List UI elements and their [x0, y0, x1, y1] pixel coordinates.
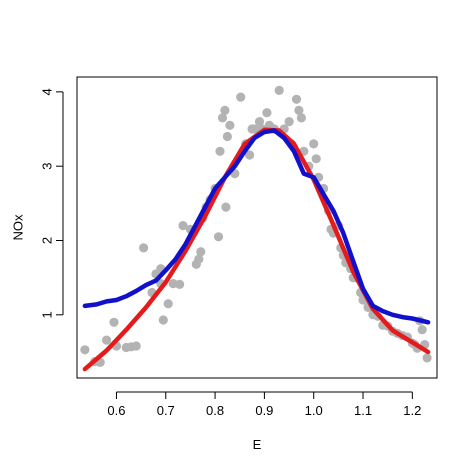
y-tick-label: 3	[40, 163, 55, 170]
data-point	[245, 150, 255, 160]
data-point	[131, 341, 141, 351]
data-point	[175, 279, 185, 289]
data-point	[215, 146, 225, 156]
y-axis: 1 2 3 4	[40, 88, 64, 318]
data-point	[274, 85, 284, 95]
data-point	[220, 105, 230, 115]
data-point	[249, 124, 260, 134]
x-axis-title: E	[253, 437, 262, 452]
plot-frame	[76, 76, 438, 379]
x-tick-label: 1.0	[305, 403, 323, 418]
data-point	[294, 105, 304, 115]
y-tick-label: 4	[40, 88, 55, 95]
data-point	[284, 117, 294, 127]
data-point	[291, 94, 302, 104]
y-tick-label: 2	[40, 237, 55, 244]
data-point	[158, 315, 168, 325]
data-point	[296, 113, 306, 123]
data-point	[221, 202, 231, 212]
data-point	[254, 117, 265, 127]
data-point	[194, 254, 204, 264]
data-point	[163, 299, 173, 309]
data-point	[262, 108, 272, 118]
x-tick-label: 1.2	[403, 403, 421, 418]
data-point	[236, 92, 246, 102]
x-tick-label: 0.6	[107, 403, 125, 418]
blue-fit-line	[82, 128, 431, 325]
data-point	[213, 232, 224, 242]
x-tick-label: 0.8	[206, 403, 224, 418]
x-tick-label: 0.9	[255, 403, 273, 418]
data-point	[225, 120, 235, 130]
data-point	[80, 345, 90, 355]
y-tick-label: 1	[40, 311, 55, 318]
red-fit-line	[82, 127, 431, 372]
data-point	[196, 247, 206, 257]
data-point	[109, 317, 119, 327]
x-tick-label: 0.7	[157, 403, 175, 418]
data-point	[102, 335, 112, 345]
fit-lines	[82, 127, 431, 372]
x-axis: 0.6 0.7 0.8 0.9 1.0 1.1 1.2	[107, 391, 421, 418]
data-point	[417, 325, 427, 335]
data-point	[422, 353, 432, 363]
x-tick-label: 1.1	[354, 403, 372, 418]
data-point	[311, 154, 321, 164]
data-point	[222, 131, 232, 142]
data-point	[309, 139, 319, 149]
data-point	[217, 113, 228, 123]
y-axis-title: NOx	[11, 214, 26, 241]
data-point	[178, 221, 188, 231]
data-point	[139, 243, 149, 253]
